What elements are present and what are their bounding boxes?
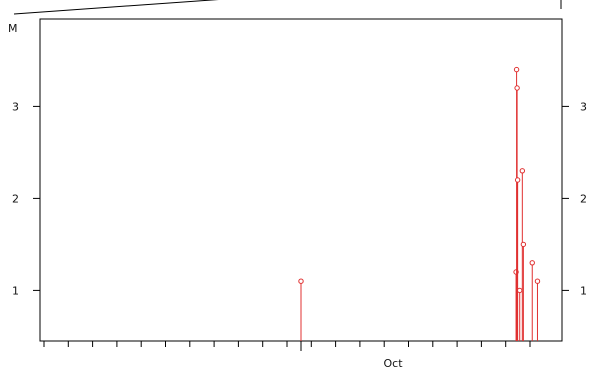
top-artifact-line [13,0,219,15]
data-point-0 [298,278,304,284]
x-axis [43,341,531,351]
unit-label: M [8,22,18,35]
data-point-6 [519,168,526,174]
data-point-2 [513,66,520,73]
data-point-9 [534,278,541,284]
y-tick-label-left-3: 3 [12,100,19,113]
data-point-4 [514,177,521,183]
data-series [298,66,541,341]
y-tick-label-right-2: 2 [580,192,587,205]
data-point-7 [520,241,527,248]
x-tick-label-oct: Oct [383,357,403,370]
y-tick-label-right-1: 1 [580,284,587,297]
data-point-8 [529,260,535,266]
data-point-3 [514,85,520,91]
data-point-5 [517,287,523,294]
y-tick-label-left-1: 1 [12,284,19,297]
y-tick-label-left-2: 2 [12,192,19,205]
y-axis: 1 1 2 2 3 3 [12,100,587,297]
y-tick-label-right-3: 3 [580,100,587,113]
